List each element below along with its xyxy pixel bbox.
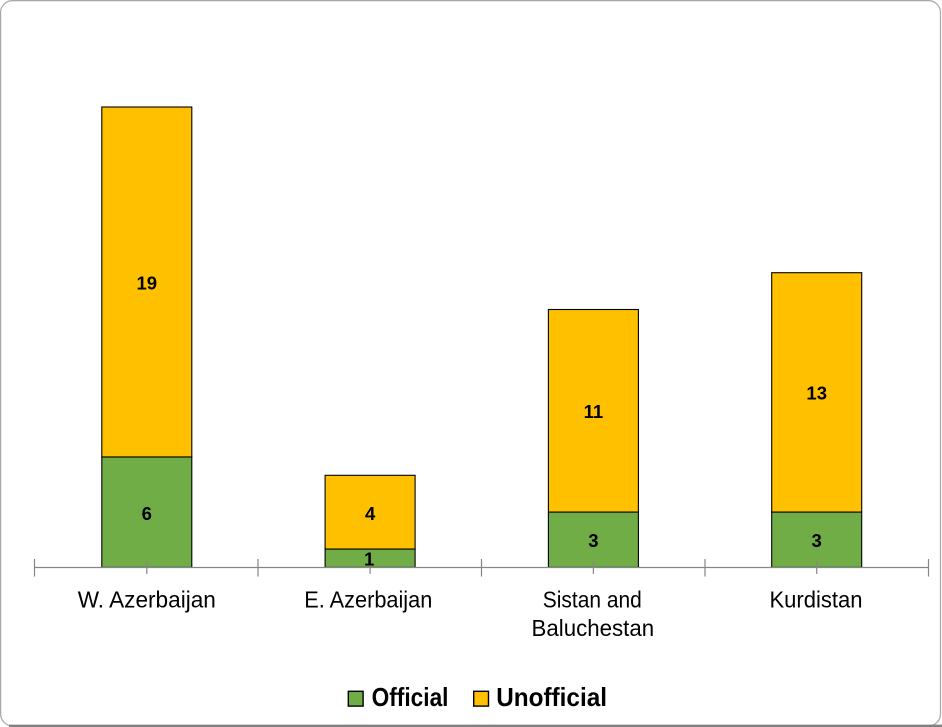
- svg-text:6: 6: [142, 503, 152, 524]
- svg-text:Unofficial: Unofficial: [496, 682, 607, 712]
- svg-text:3: 3: [588, 530, 598, 551]
- svg-text:E. Azerbaijan: E. Azerbaijan: [304, 587, 432, 613]
- svg-text:11: 11: [584, 401, 604, 422]
- svg-text:4: 4: [365, 503, 376, 524]
- svg-text:1: 1: [364, 548, 374, 569]
- svg-text:W. Azerbaijan: W. Azerbaijan: [78, 587, 216, 613]
- svg-text:19: 19: [137, 272, 158, 293]
- svg-text:Kurdistan: Kurdistan: [769, 587, 862, 613]
- svg-text:Sistan and: Sistan and: [543, 587, 642, 613]
- svg-text:Baluchestan: Baluchestan: [532, 615, 655, 641]
- svg-text:3: 3: [812, 530, 822, 551]
- svg-text:13: 13: [806, 383, 827, 404]
- svg-text:Official: Official: [372, 682, 449, 712]
